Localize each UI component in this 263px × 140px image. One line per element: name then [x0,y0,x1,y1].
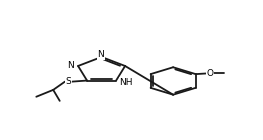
Text: N: N [67,61,74,70]
Text: S: S [65,77,71,86]
Text: O: O [206,69,214,78]
Text: N: N [97,50,104,59]
Text: NH: NH [119,78,133,87]
